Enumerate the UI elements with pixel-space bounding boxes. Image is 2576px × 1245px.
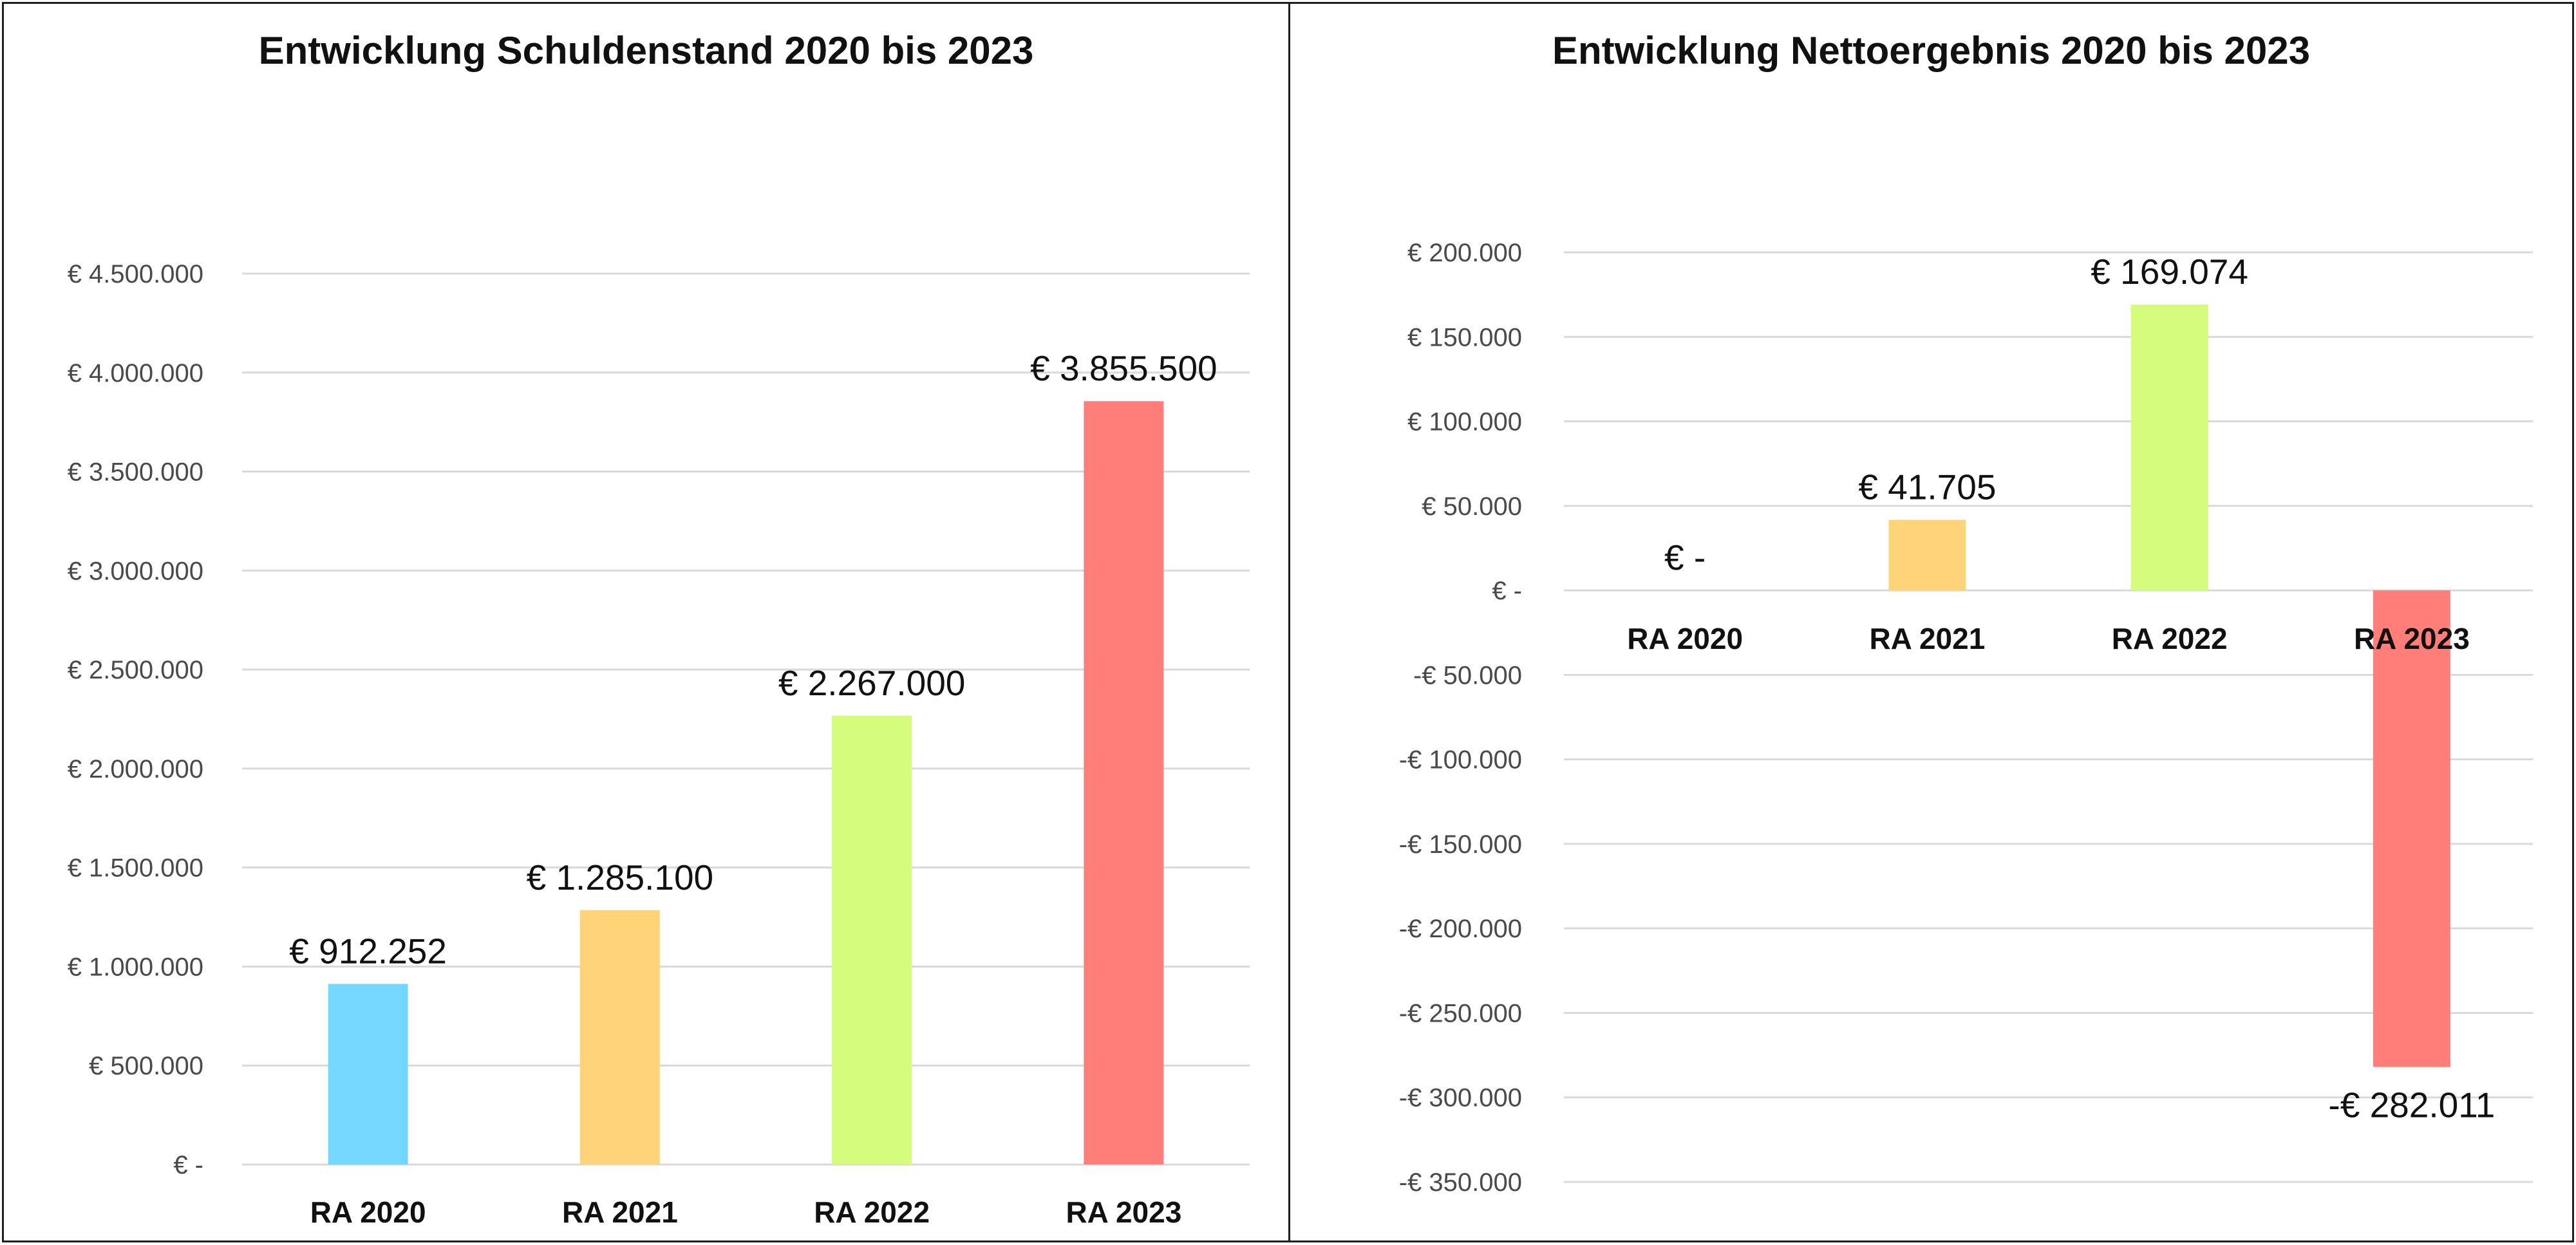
data-label: € 3.855.500 xyxy=(1030,348,1217,388)
data-label: € 41.705 xyxy=(1858,467,1996,507)
y-tick-label: € 3.500.000 xyxy=(68,458,203,487)
y-tick-label: -€ 250.000 xyxy=(1399,999,1522,1027)
y-tick-label: -€ 150.000 xyxy=(1399,830,1522,859)
data-label: € 1.285.100 xyxy=(527,857,714,897)
y-tick-label: € 4.000.000 xyxy=(68,359,203,388)
y-tick-label: € 1.500.000 xyxy=(68,854,203,883)
chart-panel-nettoergebnis: Entwicklung Nettoergebnis 2020 bis 2023 … xyxy=(1288,2,2574,1242)
bar-ra-2022 xyxy=(832,715,912,1165)
x-category-label: RA 2022 xyxy=(814,1195,930,1229)
y-tick-label: -€ 100.000 xyxy=(1399,746,1522,774)
data-label: € - xyxy=(1664,538,1706,577)
y-tick-label: € 4.500.000 xyxy=(68,260,203,288)
y-tick-label: € 3.000.000 xyxy=(68,557,203,585)
y-tick-label: -€ 50.000 xyxy=(1413,661,1522,689)
chart-svg-schuldenstand: € - € 500.000 € 1.000.000 € 1.500.000 € 2.00… xyxy=(68,260,1250,1229)
y-tick-label: € 100.000 xyxy=(1407,408,1522,436)
data-label: € 169.074 xyxy=(2091,252,2248,292)
y-tick-label: € 50.000 xyxy=(1422,492,1522,521)
x-category-label: RA 2020 xyxy=(1627,622,1743,655)
x-category-label: RA 2023 xyxy=(2354,622,2470,655)
chart-panel-schuldenstand: Entwicklung Schuldenstand 2020 bis 2023 … xyxy=(2,2,1290,1242)
y-tick-label: € - xyxy=(1492,577,1522,605)
y-tick-label: € 2.500.000 xyxy=(68,656,203,684)
data-label: € 912.252 xyxy=(289,931,447,971)
y-tick-label: € 1.000.000 xyxy=(68,953,203,981)
x-category-label: RA 2021 xyxy=(562,1195,678,1229)
y-tick-label: € 200.000 xyxy=(1407,239,1522,267)
y-tick-label: € 2.000.000 xyxy=(68,755,203,783)
bar-ra-2023 xyxy=(2373,590,2450,1067)
bar-ra-2022 xyxy=(2130,304,2208,591)
y-tick-label: -€ 200.000 xyxy=(1399,915,1522,943)
bar-ra-2021 xyxy=(579,910,660,1165)
x-category-label: RA 2021 xyxy=(1869,622,1985,655)
bar-ra-2021 xyxy=(1888,520,1966,591)
chart-svg-nettoergebnis: € 200.000 € 150.000 € 100.000 € 50.000 € - -€… xyxy=(1399,239,2533,1197)
chart-title: Entwicklung Schuldenstand 2020 bis 2023 xyxy=(258,29,1034,72)
y-tick-label: -€ 300.000 xyxy=(1399,1084,1522,1112)
data-label: -€ 282.011 xyxy=(2328,1085,2495,1125)
y-tick-label: € 150.000 xyxy=(1407,323,1522,351)
chart-title: Entwicklung Nettoergebnis 2020 bis 2023 xyxy=(1552,29,2311,72)
bar-ra-2020 xyxy=(328,984,408,1165)
x-category-label: RA 2023 xyxy=(1066,1195,1181,1229)
x-category-label: RA 2022 xyxy=(2112,622,2228,655)
y-tick-label: € 500.000 xyxy=(89,1052,203,1080)
y-tick-label: -€ 350.000 xyxy=(1399,1168,1522,1197)
y-tick-label: € - xyxy=(173,1151,203,1179)
x-category-label: RA 2020 xyxy=(310,1195,426,1229)
bar-ra-2023 xyxy=(1084,401,1164,1165)
data-label: € 2.267.000 xyxy=(778,663,966,703)
